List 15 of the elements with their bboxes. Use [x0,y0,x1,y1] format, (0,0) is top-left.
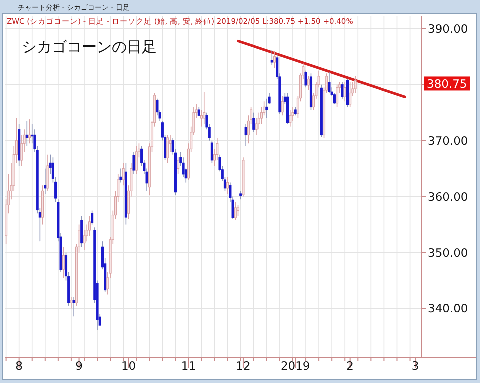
x-tick-label: 12 [236,359,251,373]
y-tick-label: 390.00 [428,22,468,36]
y-tick-label: 340.00 [428,302,468,316]
x-tick-label: 2019 [280,359,310,373]
y-tick-label: 370.00 [428,134,468,148]
x-tick-label: 3 [412,359,420,373]
x-tick-label: 8 [16,359,23,373]
y-tick-label: 350.00 [428,246,468,260]
x-tick-label: 11 [181,359,196,373]
text: 380.75 [427,77,468,92]
y-tick-label: 360.00 [428,190,468,204]
x-tick-label: 10 [121,359,136,373]
x-tick-label: 2 [346,359,354,373]
text: シカゴコーンの日足 [22,38,157,56]
x-tick-label: 9 [76,359,83,373]
